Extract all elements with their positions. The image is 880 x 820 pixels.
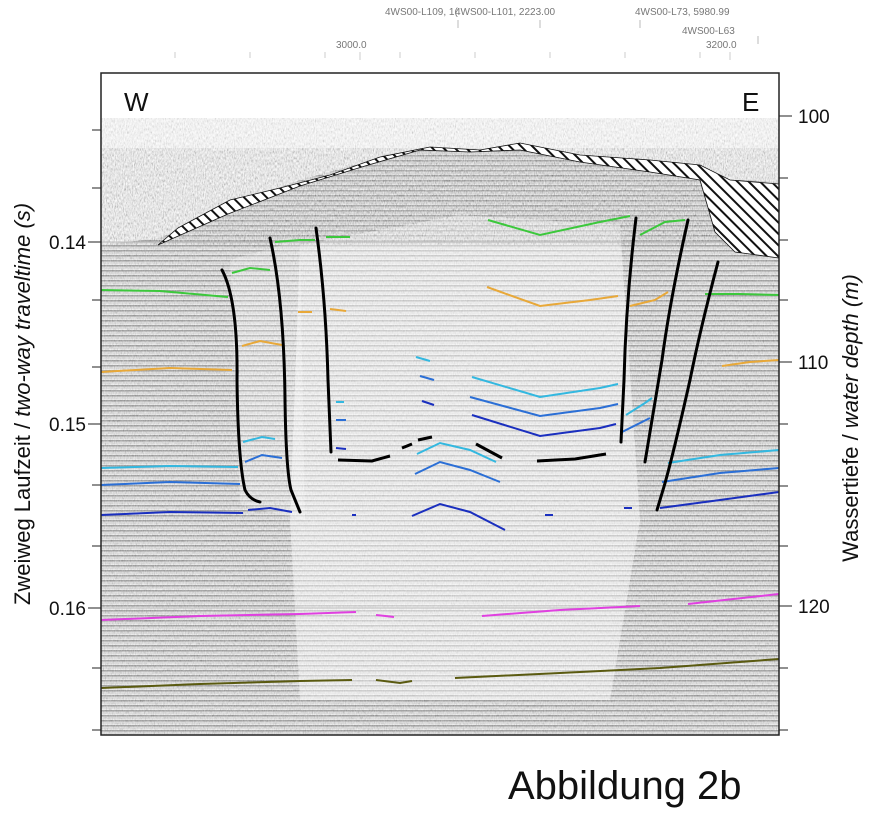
cdp-tick-marks bbox=[174, 52, 731, 60]
darkblue-reflector-block1 bbox=[247, 506, 293, 513]
left-axis-title-prefix: Zweiweg Laufzeit / bbox=[10, 417, 35, 605]
cyan-reflector-east2 bbox=[667, 449, 779, 464]
magenta-reflector-right bbox=[481, 605, 641, 617]
left-tick-label-0.16: 0.16 bbox=[49, 599, 86, 620]
midblue-reflector-east1 bbox=[621, 417, 651, 433]
midblue-reflector-mid3 bbox=[414, 460, 501, 483]
hatched-unit bbox=[157, 142, 779, 259]
cyan-reflector-west bbox=[101, 464, 239, 469]
midblue-reflector-east2 bbox=[661, 467, 779, 483]
cyan-reflector-center bbox=[471, 376, 619, 399]
trace-label-2: 4WS00-L101, 2223.00 bbox=[455, 7, 556, 18]
midblue-reflector-block1 bbox=[244, 453, 283, 463]
left-tick-label-0.15: 0.15 bbox=[49, 415, 86, 436]
green-reflector-center bbox=[487, 215, 631, 237]
left-axis-title: Zweiweg Laufzeit / two-way traveltime (s… bbox=[10, 203, 35, 605]
plot-frame bbox=[100, 72, 780, 736]
green-reflector-block1 bbox=[231, 266, 271, 274]
magenta-reflector-mid bbox=[375, 614, 395, 618]
cdp-tick-3200: 3200.0 bbox=[706, 40, 737, 51]
fault-5 bbox=[643, 218, 690, 464]
green-reflector-east1 bbox=[639, 219, 686, 236]
sediment-noise bbox=[101, 148, 779, 735]
cdp-tick-3000: 3000.0 bbox=[336, 40, 367, 51]
base-horizon-seg5 bbox=[536, 452, 607, 463]
fault-3 bbox=[314, 226, 333, 454]
magenta-reflector-east bbox=[687, 593, 779, 605]
green-reflector-west bbox=[101, 289, 229, 298]
fault-6 bbox=[655, 260, 720, 512]
orange-reflector-east1 bbox=[629, 291, 669, 307]
cyan-reflector-mid1 bbox=[415, 356, 431, 362]
olive-reflector-right bbox=[454, 658, 779, 679]
right-tick-label-120: 120 bbox=[798, 597, 830, 618]
darkblue-reflector-center bbox=[471, 414, 617, 438]
midblue-reflector-center bbox=[469, 396, 619, 418]
cyan-reflector-east1 bbox=[625, 397, 653, 416]
fault-1 bbox=[220, 268, 262, 504]
olive-reflector-left bbox=[101, 679, 353, 689]
orange-reflector-west bbox=[101, 366, 233, 373]
fault-lines bbox=[220, 216, 720, 514]
orange-reflector-east2 bbox=[721, 359, 779, 367]
olive-reflector-mid bbox=[375, 679, 413, 685]
midblue-reflector-west bbox=[101, 480, 241, 486]
direction-label-west: W bbox=[124, 87, 149, 117]
base-horizon-seg3 bbox=[417, 435, 433, 442]
seismic-plot bbox=[101, 73, 779, 735]
fault-4 bbox=[619, 216, 638, 444]
cyan-reflector-block1 bbox=[242, 435, 276, 443]
direction-label-east: E bbox=[742, 87, 759, 117]
cyan-reflector-mid3 bbox=[416, 441, 497, 463]
darkblue-reflector-mid1 bbox=[421, 400, 435, 406]
trace-label-1: 4WS00-L109, 1( bbox=[385, 7, 458, 18]
right-tick-label-110: 110 bbox=[798, 353, 828, 374]
green-reflector-east2 bbox=[705, 293, 779, 296]
right-axis-title-prefix: Wassertiefe / bbox=[838, 428, 863, 562]
right-axis bbox=[779, 115, 792, 731]
base-horizon bbox=[337, 435, 607, 463]
figure-caption: Abbildung 2b bbox=[508, 764, 742, 808]
darkblue-reflector-west bbox=[101, 510, 244, 516]
orange-reflector-center bbox=[486, 286, 619, 308]
right-axis-title-italic: water depth (m) bbox=[838, 274, 863, 428]
green-reflector-block2 bbox=[274, 239, 315, 243]
darkblue-reflector-east2 bbox=[659, 491, 779, 509]
base-horizon-seg1 bbox=[337, 454, 391, 463]
base-horizon-seg2 bbox=[401, 442, 413, 450]
right-tick-label-100: 100 bbox=[798, 107, 830, 128]
left-axis-title-italic: two-way traveltime (s) bbox=[10, 203, 35, 417]
left-axis bbox=[88, 129, 101, 731]
orange-reflector-block3 bbox=[329, 308, 347, 312]
disturbed-zone bbox=[290, 215, 640, 700]
trace-label-4: 4WS00-L63 bbox=[682, 26, 735, 37]
orange-reflector-block1 bbox=[241, 339, 283, 347]
right-axis-title: Wassertiefe / water depth (m) bbox=[838, 274, 863, 562]
water-noise bbox=[101, 118, 779, 245]
trace-label-3: 4WS00-L73, 5980.99 bbox=[635, 7, 730, 18]
fault-2 bbox=[268, 236, 302, 514]
base-horizon-seg4 bbox=[475, 442, 503, 460]
darkblue-reflector-mid2 bbox=[335, 447, 347, 450]
midblue-reflector-mid1 bbox=[419, 375, 435, 381]
darkblue-reflector-mid3 bbox=[411, 502, 506, 531]
left-tick-label-0.14: 0.14 bbox=[49, 233, 86, 254]
magenta-reflector-left bbox=[101, 611, 357, 621]
